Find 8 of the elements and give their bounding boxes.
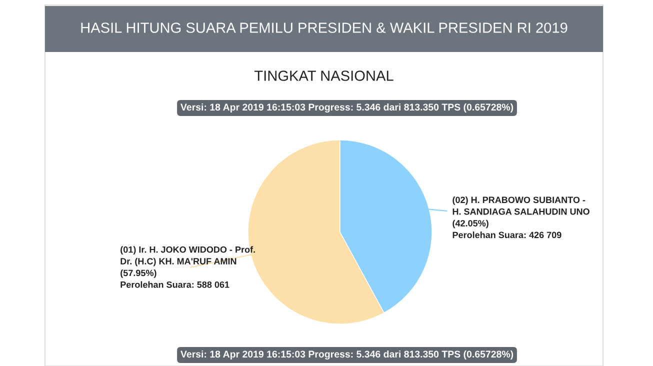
chart-subtitle: TINGKAT NASIONAL	[254, 70, 394, 81]
data-label: (42.05%) Perolehan Suara: 426 709	[452, 220, 562, 238]
slice-label: (02) H. PRABOWO SUBIANTO - H. SANDIAGA SALAHUDIN UNO	[452, 196, 590, 215]
text: Versi: 18 Apr 2019 16:15:03 Progress: 5.346 dari 813.350 TPS (0.65728%)	[180, 103, 514, 113]
data-label: (57.95%) Perolehan Suara: 588 061	[120, 270, 230, 288]
slice-label: (01) Ir. H. JOKO WIDODO - Prof. Dr. (H.C) KH. MA'RUF AMIN	[120, 246, 255, 266]
text: Versi: 18 Apr 2019 16:15:03 Progress: 5.346 dari 813.350 TPS (0.65728%)	[180, 350, 514, 360]
chart-title: HASIL HITUNG SUARA PEMILU PRESIDEN & WAKIL PRESIDEN RI 2019	[81, 22, 568, 33]
